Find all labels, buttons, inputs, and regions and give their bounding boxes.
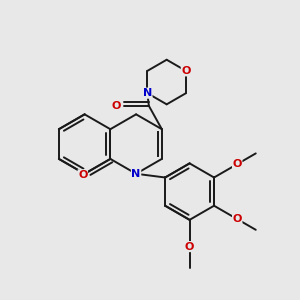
Text: O: O xyxy=(185,242,194,252)
Text: O: O xyxy=(78,170,88,180)
Text: N: N xyxy=(143,88,152,98)
Text: O: O xyxy=(232,159,242,169)
Text: O: O xyxy=(232,214,242,224)
Text: O: O xyxy=(112,101,121,111)
Text: O: O xyxy=(181,66,191,76)
Text: N: N xyxy=(131,169,141,179)
